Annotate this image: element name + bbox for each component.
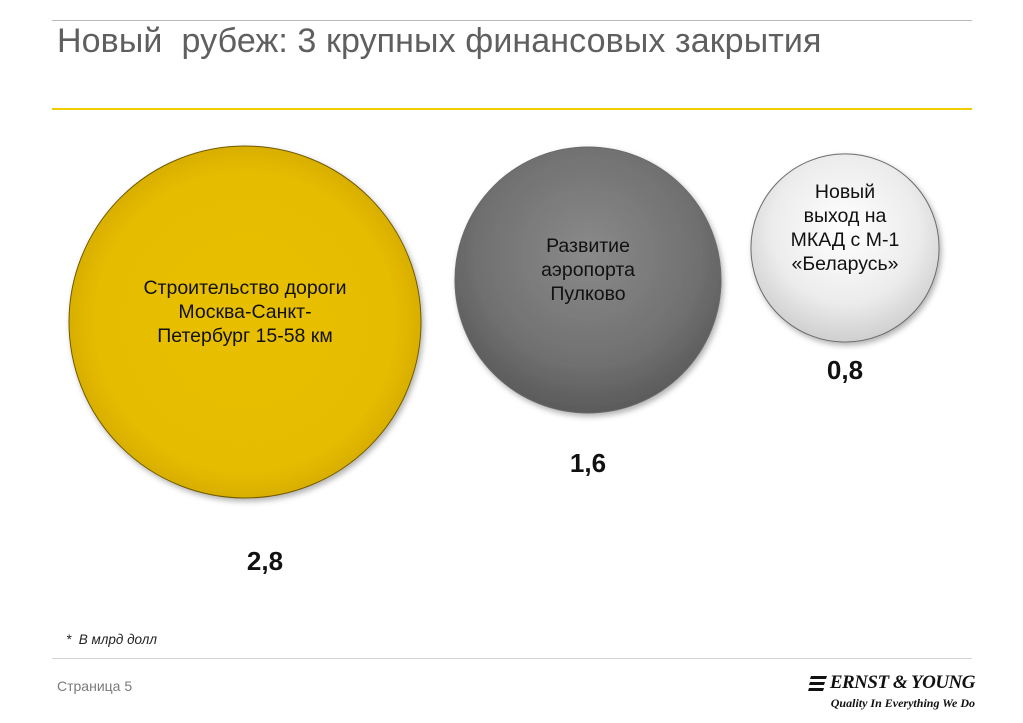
unit-footnote: * В млрд долл	[66, 632, 157, 647]
bubble-1-label-line: Петербург 15-58 км	[157, 325, 333, 347]
logo-tagline: Quality In Everything We Do	[830, 696, 975, 710]
bubble-3-label-line: Новый	[815, 181, 875, 203]
bubble-2-label-line: Пулково	[550, 283, 625, 305]
bubble-3-label-line: МКАД с М-1	[791, 229, 900, 251]
logo-name: ERNST & YOUNG	[829, 672, 976, 693]
bubble-2-label-line: аэропорта	[541, 259, 635, 281]
page-number: Страница 5	[57, 678, 133, 694]
bubble-3-label-line: «Беларусь»	[792, 253, 899, 275]
footer-divider	[52, 658, 972, 659]
bubble-3-label-line: выход на	[804, 205, 887, 227]
bubble-3-value-label: 0,8	[827, 355, 863, 385]
bubble-1-label-line: Строительство дороги	[143, 277, 346, 299]
bubble-3	[750, 153, 940, 343]
bubble-2-label-line: Развитие	[546, 235, 630, 257]
title-underline	[52, 108, 972, 110]
bubble-2	[454, 146, 722, 414]
page-title: Новый рубеж: 3 крупных финансовых закрыт…	[57, 22, 822, 60]
bubble-1	[68, 145, 422, 499]
bubble-1-label-line: Москва-Санкт-	[178, 301, 311, 323]
logo-mark-icon	[807, 675, 827, 691]
bubble-1-value-label: 2,8	[247, 546, 283, 576]
top-divider	[52, 20, 972, 21]
company-logo: ERNST & YOUNG Quality In Everything We D…	[807, 672, 976, 711]
bubble-2-value-label: 1,6	[570, 448, 606, 478]
